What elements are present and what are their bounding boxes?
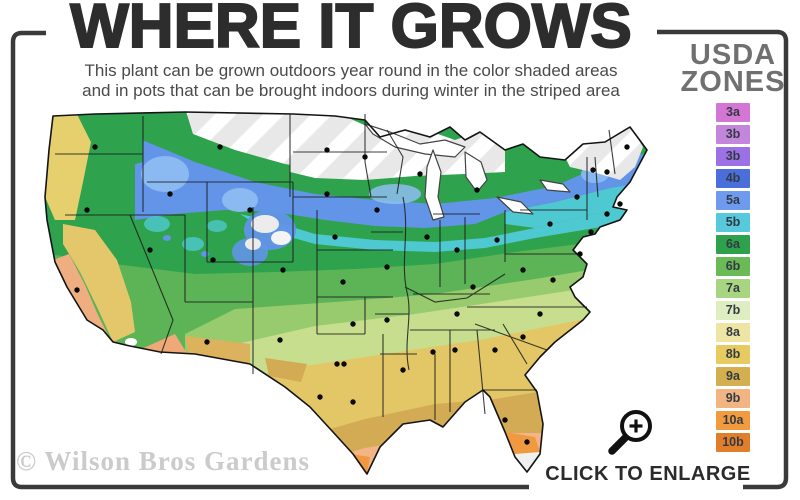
legend-heading: USDA ZONES <box>680 39 786 98</box>
zone-chip-3a: 3a <box>716 103 750 122</box>
watermark: © Wilson Bros Gardens <box>16 446 310 476</box>
subtitle-line-1: This plant can be grown outdoors year ro… <box>84 61 618 80</box>
us-outline <box>44 111 648 475</box>
zone-chip-3b: 3b <box>716 125 750 144</box>
zone-chip-9b: 9b <box>716 389 750 408</box>
click-to-enlarge-button[interactable]: CLICK TO ENLARGE <box>543 405 753 487</box>
zone-chip-7b: 7b <box>716 301 750 320</box>
subtitle: This plant can be grown outdoors year ro… <box>45 61 657 101</box>
legend-heading-line-1: USDA <box>689 39 777 71</box>
zone-chip-6a: 6a <box>716 235 750 254</box>
zone-chip-5b: 5b <box>716 213 750 232</box>
click-to-enlarge-label[interactable]: CLICK TO ENLARGE <box>545 463 751 485</box>
zone-chip-10b: 10b <box>716 433 750 452</box>
legend-heading-line-2: ZONES <box>680 66 786 98</box>
city-dots <box>74 144 630 445</box>
zone-chip-9a: 9a <box>716 367 750 386</box>
state-borders <box>55 114 616 420</box>
zone-chip-8a: 8a <box>716 323 750 342</box>
zone-chip-6b: 6b <box>716 257 750 276</box>
magnifier-plus-icon[interactable] <box>605 405 659 459</box>
great-lakes <box>364 123 571 221</box>
zone-legend-list: 3a 3b 3b 4b 5a 5b 6a 6b 7a 7b 8a 8b 9a 9b 10a 10b <box>680 103 786 452</box>
zone-chip-4b: 4b <box>716 169 750 188</box>
zone-chip-8b: 8b <box>716 345 750 364</box>
zone-chip-3b: 3b <box>716 147 750 166</box>
usda-zones-legend: USDA ZONES 3a 3b 3b 4b 5a 5b 6a 6b 7a 7b 8a 8b 9a 9b 1… <box>680 39 786 452</box>
zone-chip-7a: 7a <box>716 279 750 298</box>
usda-zones-map <box>35 102 665 482</box>
subtitle-line-2: and in pots that can be brought indoors … <box>82 81 620 100</box>
page-title: WHERE IT GROWS <box>69 0 632 61</box>
zone-chip-5a: 5a <box>716 191 750 210</box>
us-map-graphic <box>44 111 648 475</box>
zone-chip-10a: 10a <box>716 411 750 430</box>
